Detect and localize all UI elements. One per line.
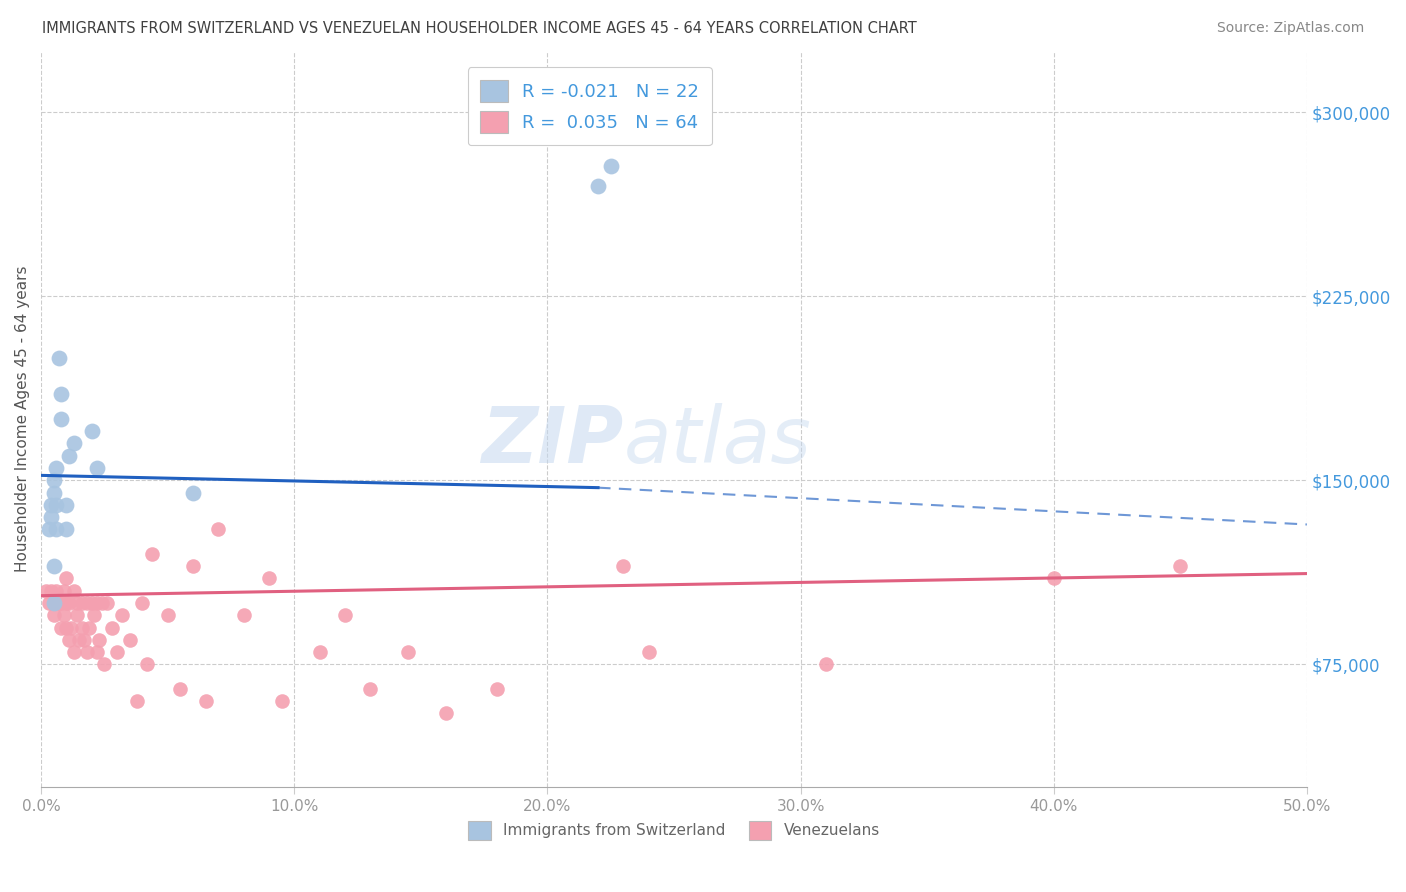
Point xyxy=(359,681,381,696)
Point xyxy=(586,178,609,193)
Point xyxy=(65,596,87,610)
Point xyxy=(45,583,67,598)
Point xyxy=(333,608,356,623)
Point xyxy=(63,436,86,450)
Point xyxy=(434,706,457,721)
Legend: Immigrants from Switzerland, Venezuelans: Immigrants from Switzerland, Venezuelans xyxy=(463,815,886,846)
Point xyxy=(52,608,75,623)
Point xyxy=(38,596,60,610)
Point xyxy=(45,461,67,475)
Point xyxy=(80,596,103,610)
Point xyxy=(63,645,86,659)
Point xyxy=(83,608,105,623)
Point xyxy=(42,559,65,574)
Point xyxy=(90,596,112,610)
Point xyxy=(58,449,80,463)
Point xyxy=(42,473,65,487)
Point xyxy=(485,681,508,696)
Text: ZIP: ZIP xyxy=(481,403,623,479)
Point xyxy=(1168,559,1191,574)
Point xyxy=(73,632,96,647)
Point xyxy=(181,559,204,574)
Point xyxy=(55,596,77,610)
Point xyxy=(76,645,98,659)
Point xyxy=(207,522,229,536)
Point xyxy=(232,608,254,623)
Point xyxy=(42,596,65,610)
Point xyxy=(39,583,62,598)
Point xyxy=(169,681,191,696)
Point xyxy=(93,657,115,672)
Point xyxy=(42,485,65,500)
Point xyxy=(38,522,60,536)
Point xyxy=(55,572,77,586)
Point xyxy=(599,159,621,173)
Point xyxy=(63,583,86,598)
Point xyxy=(48,351,70,365)
Point xyxy=(60,621,83,635)
Point xyxy=(55,522,77,536)
Text: Source: ZipAtlas.com: Source: ZipAtlas.com xyxy=(1216,21,1364,36)
Point xyxy=(105,645,128,659)
Point xyxy=(86,645,108,659)
Point xyxy=(612,559,634,574)
Point xyxy=(58,596,80,610)
Point xyxy=(308,645,330,659)
Point xyxy=(77,621,100,635)
Point xyxy=(86,461,108,475)
Point xyxy=(51,596,73,610)
Point xyxy=(35,583,58,598)
Point xyxy=(270,694,292,708)
Point xyxy=(156,608,179,623)
Point xyxy=(52,583,75,598)
Point xyxy=(55,498,77,512)
Point xyxy=(42,608,65,623)
Point xyxy=(637,645,659,659)
Point xyxy=(89,632,111,647)
Point xyxy=(127,694,149,708)
Point xyxy=(51,412,73,426)
Point xyxy=(76,596,98,610)
Point xyxy=(48,596,70,610)
Point xyxy=(39,498,62,512)
Point xyxy=(131,596,153,610)
Point xyxy=(194,694,217,708)
Point xyxy=(396,645,419,659)
Y-axis label: Householder Income Ages 45 - 64 years: Householder Income Ages 45 - 64 years xyxy=(15,266,30,572)
Point xyxy=(141,547,163,561)
Point xyxy=(45,596,67,610)
Point xyxy=(814,657,837,672)
Point xyxy=(181,485,204,500)
Point xyxy=(51,621,73,635)
Point xyxy=(96,596,118,610)
Point xyxy=(58,632,80,647)
Point xyxy=(67,632,90,647)
Point xyxy=(70,621,93,635)
Text: IMMIGRANTS FROM SWITZERLAND VS VENEZUELAN HOUSEHOLDER INCOME AGES 45 - 64 YEARS : IMMIGRANTS FROM SWITZERLAND VS VENEZUELA… xyxy=(42,21,917,37)
Point xyxy=(55,621,77,635)
Point xyxy=(45,522,67,536)
Point xyxy=(118,632,141,647)
Point xyxy=(1042,572,1064,586)
Point xyxy=(101,621,124,635)
Point xyxy=(80,424,103,438)
Point xyxy=(65,608,87,623)
Point xyxy=(70,596,93,610)
Point xyxy=(257,572,280,586)
Text: atlas: atlas xyxy=(623,403,811,479)
Point xyxy=(39,510,62,524)
Point xyxy=(51,387,73,401)
Point xyxy=(86,596,108,610)
Point xyxy=(45,498,67,512)
Point xyxy=(111,608,134,623)
Point xyxy=(136,657,159,672)
Point xyxy=(42,596,65,610)
